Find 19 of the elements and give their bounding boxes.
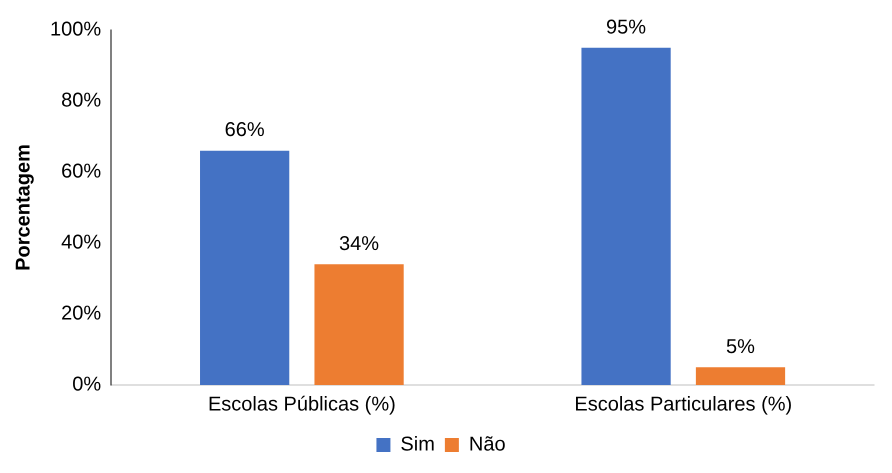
data-label: 5% xyxy=(726,336,756,358)
data-label: 95% xyxy=(606,16,646,38)
x-tick-label: Escolas Públicas (%) xyxy=(208,394,396,416)
bar xyxy=(696,367,786,385)
bar xyxy=(314,264,404,385)
data-label: 66% xyxy=(224,119,265,142)
y-tick-label: 60% xyxy=(61,160,102,183)
y-tick-label: 20% xyxy=(61,302,102,325)
y-axis-title: Porcentagem xyxy=(12,144,35,271)
y-tick-label: 80% xyxy=(61,90,102,112)
data-label: 34% xyxy=(339,232,380,255)
y-tick-label: 40% xyxy=(61,232,102,254)
bar xyxy=(200,150,290,385)
y-tick-label: 100% xyxy=(50,18,102,41)
bar xyxy=(581,48,671,385)
y-tick-label: 0% xyxy=(72,374,102,396)
legend-label: Não xyxy=(468,434,506,456)
x-tick-label: Escolas Particulares (%) xyxy=(574,394,792,416)
legend-label: Sim xyxy=(400,434,435,456)
